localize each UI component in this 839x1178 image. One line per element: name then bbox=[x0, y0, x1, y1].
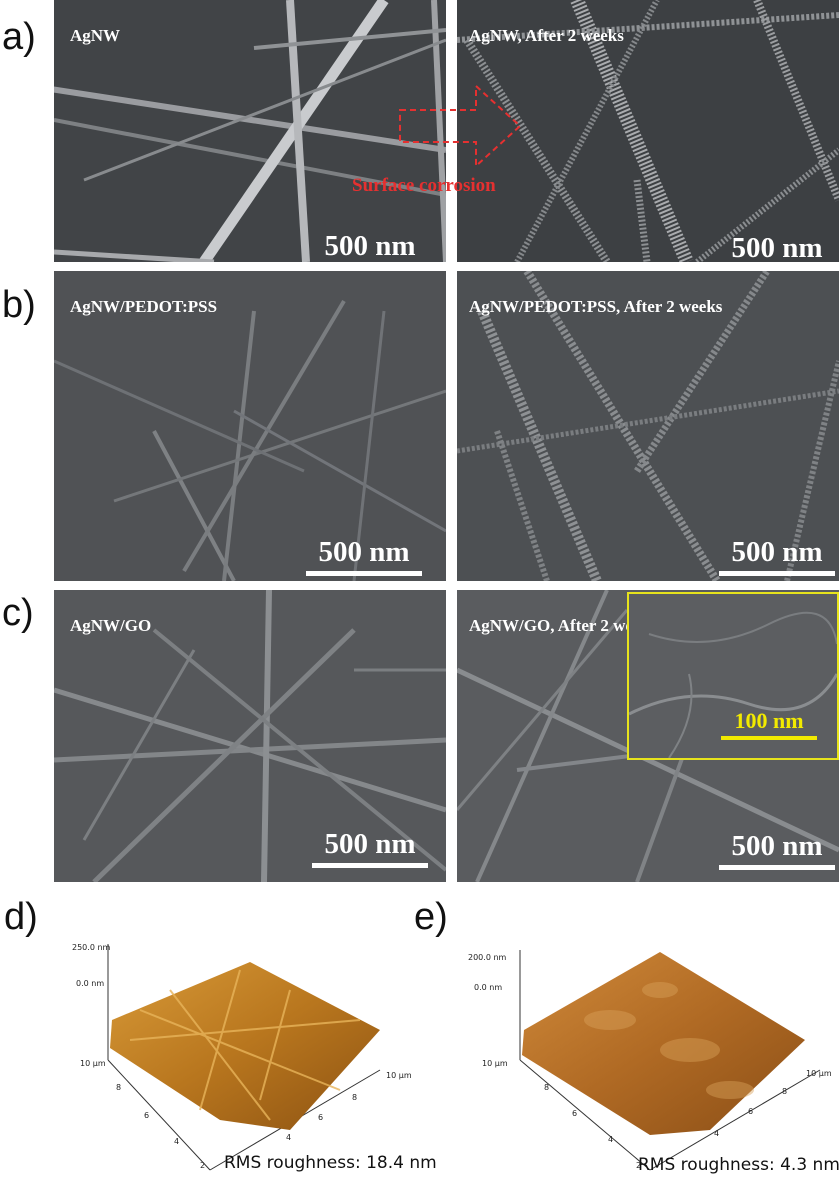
sem-panel-b-right: AgNW/PEDOT:PSS, After 2 weeks 500 nm bbox=[457, 271, 839, 581]
afm-surface bbox=[110, 962, 380, 1130]
axis-tick: 10 µm bbox=[806, 1069, 832, 1078]
inset-scale-bar-label: 100 nm bbox=[734, 708, 804, 733]
scale-bar-label: 500 nm bbox=[731, 830, 823, 862]
axis-tick: 10 µm bbox=[386, 1071, 412, 1080]
panel-title: AgNW/PEDOT:PSS bbox=[70, 297, 218, 316]
inset-scale-bar-line bbox=[721, 736, 817, 740]
scale-bar: 500 nm bbox=[719, 232, 835, 263]
scale-bar: 500 nm bbox=[719, 538, 835, 576]
axis-tick: 8 bbox=[782, 1087, 787, 1096]
scale-bar: 500 nm bbox=[306, 538, 422, 576]
panel-title: AgNW/GO, After 2 weeks bbox=[469, 616, 657, 635]
inset-scale-bar: 100 nm bbox=[721, 710, 817, 740]
surface-corrosion-label: Surface corrosion bbox=[352, 175, 496, 196]
axis-tick: 4 bbox=[174, 1137, 179, 1146]
axis-tick: 4 bbox=[714, 1129, 719, 1138]
axis-tick: 10 µm bbox=[80, 1059, 106, 1068]
afm-surface bbox=[522, 952, 805, 1135]
afm-panel-e: 200.0 nm 0.0 nm 10 µm 8 6 4 2 10 µm 8 6 … bbox=[460, 930, 839, 1178]
panel-label-d: d) bbox=[4, 896, 38, 938]
axis-tick: 6 bbox=[144, 1111, 149, 1120]
sem-panel-c-right: AgNW/GO, After 2 weeks 100 nm 500 nm bbox=[457, 590, 839, 882]
scale-bar: 500 nm bbox=[312, 232, 428, 262]
axis-tick: 2 bbox=[200, 1161, 205, 1170]
panel-label-a: a) bbox=[2, 16, 36, 58]
sem-panel-c-left: AgNW/GO 500 nm bbox=[54, 590, 446, 882]
panel-title: AgNW/GO bbox=[70, 616, 152, 635]
z-zero-label: 0.0 nm bbox=[76, 979, 104, 988]
rms-roughness-label: RMS roughness: 18.4 nm bbox=[224, 1153, 437, 1173]
afm-panel-d: 250.0 nm 0.0 nm 10 µm 8 6 4 2 10 µm 8 6 … bbox=[40, 930, 437, 1178]
scale-bar-label: 500 nm bbox=[324, 230, 416, 262]
scale-bar: 500 nm bbox=[719, 832, 835, 870]
panel-label-e: e) bbox=[414, 896, 448, 938]
axis-tick: 8 bbox=[544, 1083, 549, 1092]
panel-title: AgNW, After 2 weeks bbox=[469, 26, 624, 45]
panel-title: AgNW/PEDOT:PSS, After 2 weeks bbox=[469, 297, 723, 316]
axis-tick: 8 bbox=[352, 1093, 357, 1102]
scale-bar-line bbox=[719, 865, 835, 870]
axis-tick: 4 bbox=[286, 1133, 291, 1142]
scale-bar-label: 500 nm bbox=[324, 828, 416, 860]
sem-panel-a-left: AgNW 500 nm bbox=[54, 0, 446, 262]
zoom-inset: 100 nm bbox=[627, 592, 839, 760]
z-zero-label: 0.0 nm bbox=[474, 983, 502, 992]
axis-tick: 6 bbox=[748, 1107, 753, 1116]
panel-label-c: c) bbox=[2, 592, 34, 634]
axis-tick: 10 µm bbox=[482, 1059, 508, 1068]
sem-panel-b-left: AgNW/PEDOT:PSS 500 nm bbox=[54, 271, 446, 581]
scale-bar: 500 nm bbox=[312, 830, 428, 868]
scale-bar-line bbox=[306, 571, 422, 576]
corrosion-arrow-icon bbox=[399, 84, 522, 168]
axis-tick: 4 bbox=[608, 1135, 613, 1144]
scale-bar-line bbox=[719, 571, 835, 576]
z-top-label: 250.0 nm bbox=[72, 943, 111, 952]
axis-tick: 8 bbox=[116, 1083, 121, 1092]
axis-tick: 6 bbox=[572, 1109, 577, 1118]
scale-bar-line bbox=[312, 863, 428, 868]
scale-bar-label: 500 nm bbox=[731, 536, 823, 568]
scale-bar-label: 500 nm bbox=[318, 536, 410, 568]
scale-bar-label: 500 nm bbox=[731, 232, 823, 263]
z-top-label: 200.0 nm bbox=[468, 953, 507, 962]
rms-roughness-label: RMS roughness: 4.3 nm bbox=[638, 1155, 839, 1175]
panel-label-b: b) bbox=[2, 284, 36, 326]
axis-tick: 6 bbox=[318, 1113, 323, 1122]
sem-panel-a-right: AgNW, After 2 weeks 500 nm bbox=[457, 0, 839, 262]
panel-title: AgNW bbox=[70, 26, 121, 45]
axis-tick: 2 bbox=[636, 1161, 641, 1170]
